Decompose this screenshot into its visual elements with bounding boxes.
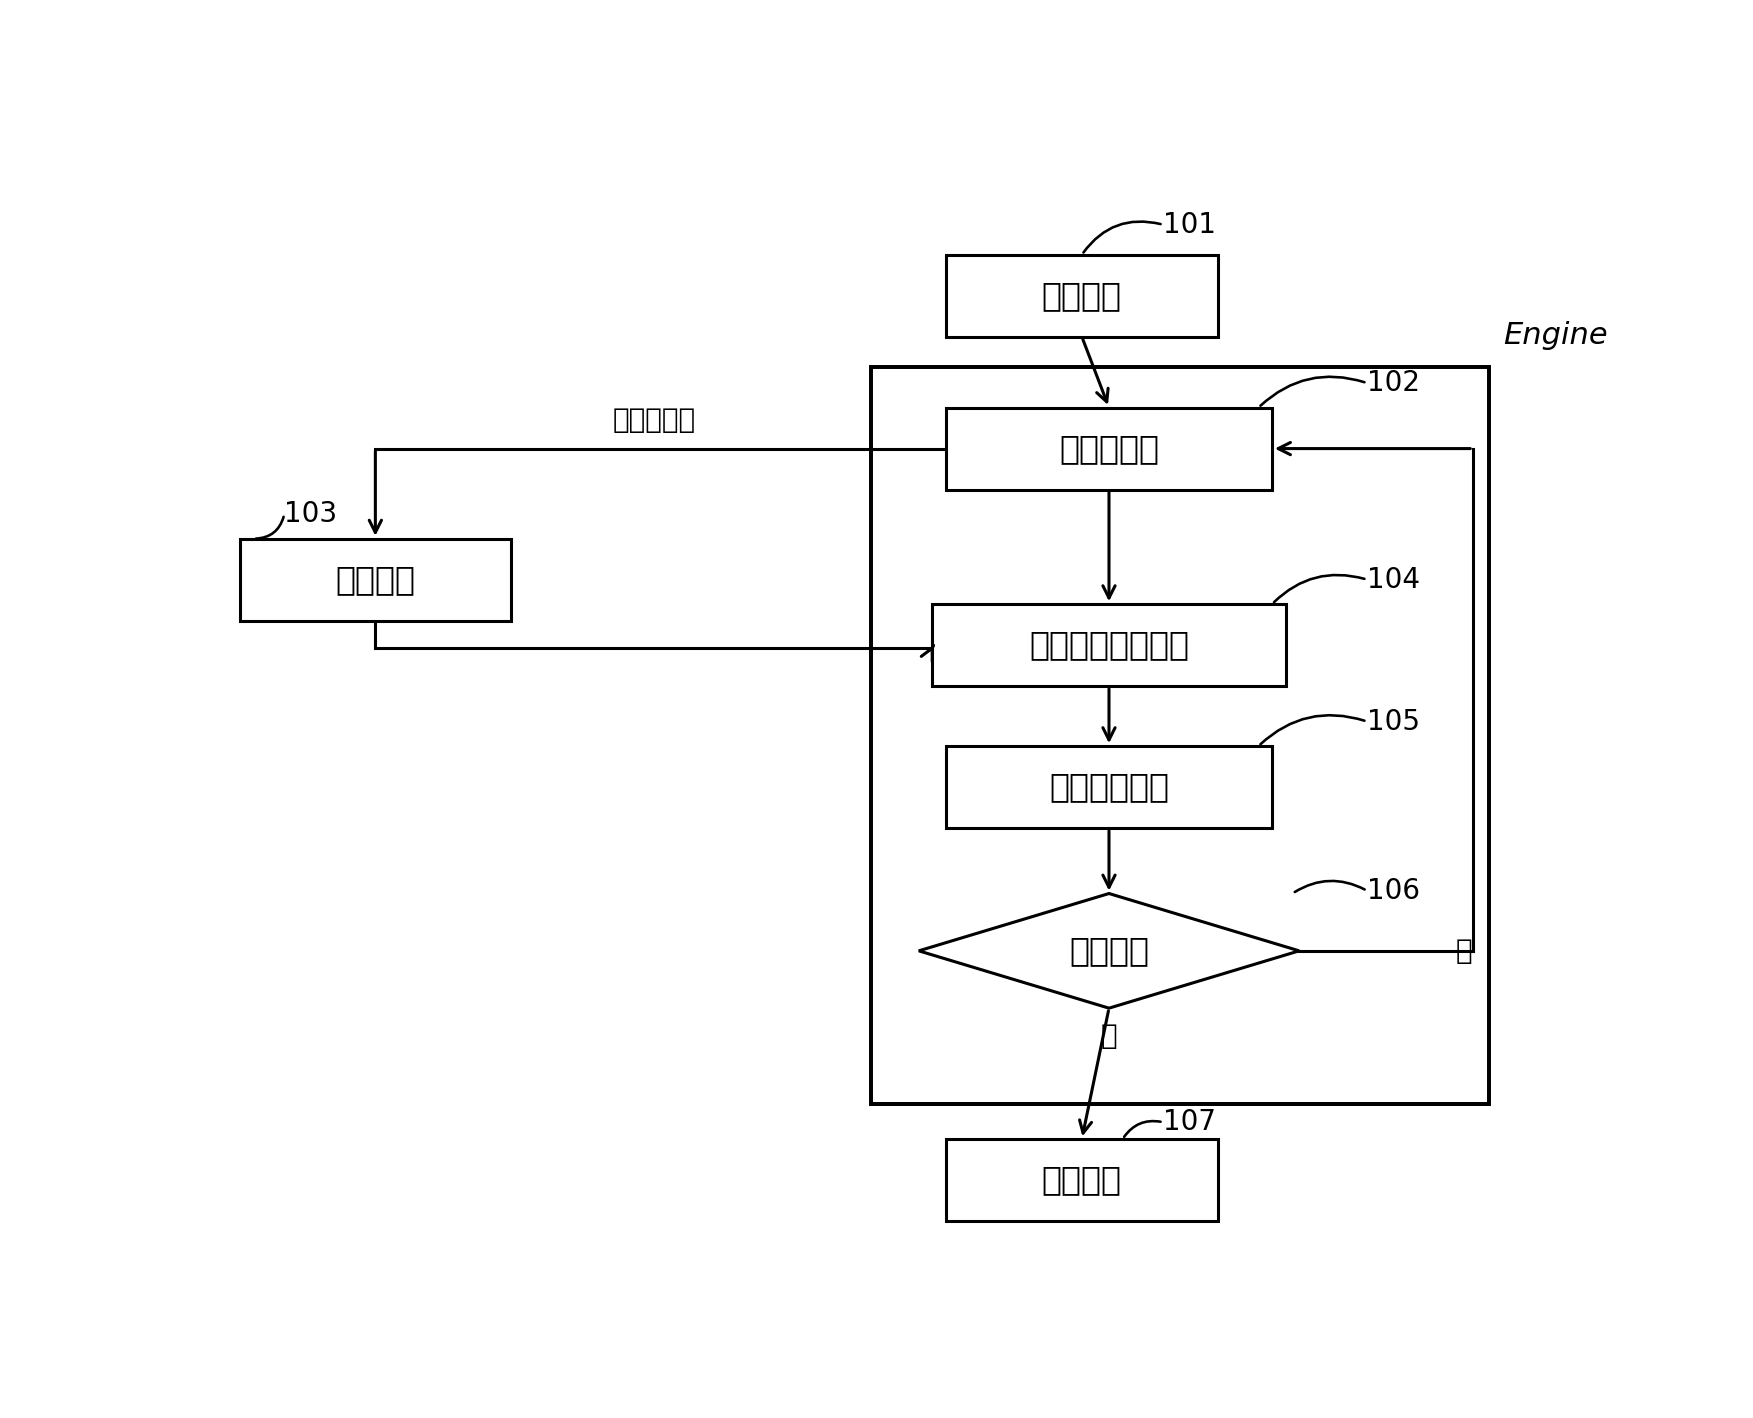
Text: 105: 105: [1367, 708, 1420, 736]
Bar: [947, 1139, 1218, 1221]
Text: 106: 106: [1367, 876, 1420, 905]
Text: 收敛判断: 收敛判断: [1069, 934, 1148, 967]
Bar: [933, 604, 1285, 686]
Text: 模型计算: 模型计算: [335, 563, 415, 596]
Text: Engine: Engine: [1502, 322, 1608, 350]
Text: 产生初始値: 产生初始値: [1059, 432, 1159, 465]
Text: 结果输出: 结果输出: [1041, 1164, 1122, 1197]
Text: 101: 101: [1164, 211, 1217, 238]
Text: 否: 否: [1455, 937, 1473, 964]
Bar: [871, 367, 1490, 1103]
Bar: [240, 539, 512, 621]
Text: 103: 103: [284, 501, 338, 527]
Text: 读入网表: 读入网表: [1041, 279, 1122, 312]
Bar: [947, 255, 1218, 336]
Text: 104: 104: [1367, 566, 1420, 594]
Polygon shape: [919, 893, 1299, 1008]
Bar: [947, 746, 1273, 828]
Text: 是: 是: [1101, 1022, 1117, 1049]
Text: 102: 102: [1367, 369, 1420, 397]
Text: 初始値信息: 初始値信息: [612, 407, 696, 434]
Bar: [947, 407, 1273, 489]
Text: 电路方程求解: 电路方程求解: [1048, 770, 1169, 804]
Text: 107: 107: [1164, 1109, 1217, 1136]
Text: 形成电路求解矩阵: 形成电路求解矩阵: [1029, 628, 1189, 662]
